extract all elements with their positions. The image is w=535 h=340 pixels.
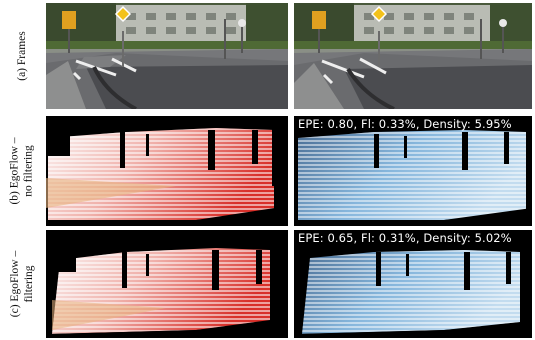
flow-image-filtering bbox=[46, 230, 288, 338]
row-label-no-filtering-line2: no filtering bbox=[23, 145, 35, 197]
row-label-no-filtering-line1: (b) EgoFlow – bbox=[9, 137, 21, 205]
error-image-no-filtering: EPE: 0.80, Fl: 0.33%, Density: 5.95% bbox=[294, 116, 532, 226]
flow-image-no-filtering bbox=[46, 116, 288, 226]
metrics-filtering: EPE: 0.65, Fl: 0.31%, Density: 5.02% bbox=[298, 231, 512, 245]
epe-value: EPE: 0.80 bbox=[298, 117, 354, 131]
frame-image-left bbox=[46, 3, 288, 109]
metrics-no-filtering: EPE: 0.80, Fl: 0.33%, Density: 5.95% bbox=[298, 117, 512, 131]
density-value: Density: 5.02% bbox=[423, 231, 512, 245]
fl-value: Fl: 0.31% bbox=[361, 231, 416, 245]
row-label-frames: (a) Frames bbox=[0, 3, 44, 109]
row-label-frames-line1: (a) Frames bbox=[16, 31, 28, 81]
frame-image-right bbox=[294, 3, 532, 109]
row-label-no-filtering: (b) EgoFlow – no filtering bbox=[0, 116, 44, 226]
fl-value: Fl: 0.33% bbox=[361, 117, 416, 131]
error-image-filtering: EPE: 0.65, Fl: 0.31%, Density: 5.02% bbox=[294, 230, 532, 338]
row-label-filtering-line1: (c) EgoFlow – bbox=[9, 250, 21, 318]
density-value: Density: 5.95% bbox=[423, 117, 512, 131]
epe-value: EPE: 0.65 bbox=[298, 231, 354, 245]
row-label-filtering: (c) EgoFlow – filtering bbox=[0, 230, 44, 338]
row-label-filtering-line2: filtering bbox=[23, 265, 35, 303]
